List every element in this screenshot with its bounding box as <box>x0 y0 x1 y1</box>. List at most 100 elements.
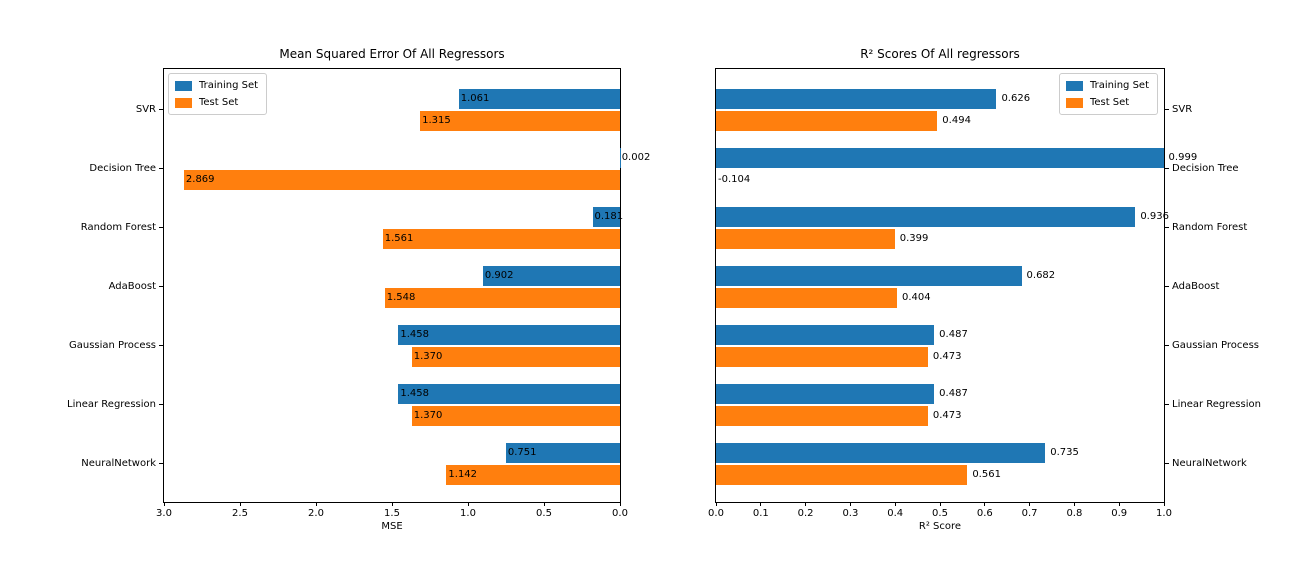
bar-linear-regression-training-set <box>398 384 620 404</box>
y-tick <box>159 109 163 111</box>
bar-linear-regression-test-set <box>411 405 620 426</box>
x-tick <box>163 502 165 506</box>
y-tick-label-svr: SVR <box>135 103 156 115</box>
x-tick <box>1073 502 1075 506</box>
bar-random-forest-training-set <box>592 207 620 227</box>
value-label-random-forest-training-set: 0.181 <box>594 211 624 222</box>
y-tick <box>1165 345 1169 347</box>
value-label-linear-regression-training-set: 1.458 <box>400 388 430 399</box>
bar-svr-test-set <box>716 110 938 131</box>
x-tick-label: 0.5 <box>932 508 948 519</box>
x-tick <box>239 502 241 506</box>
legend-swatch-training-set <box>175 80 192 91</box>
bar-gaussian-process-test-set <box>411 346 620 367</box>
y-tick <box>1165 463 1169 465</box>
value-label-svr-test-set: 1.315 <box>422 114 451 126</box>
y-tick-label-linear-regression: Linear Regression <box>1172 398 1261 410</box>
x-tick-label: 0.0 <box>612 508 628 519</box>
value-label-gaussian-process-test-set: 0.473 <box>932 350 962 362</box>
y-tick-label-adaboost: AdaBoost <box>1172 280 1220 292</box>
value-label-linear-regression-test-set: 0.473 <box>932 409 962 421</box>
x-tick <box>849 502 851 506</box>
x-tick <box>543 502 545 506</box>
value-label-svr-training-set: 0.626 <box>1001 93 1031 104</box>
x-tick <box>939 502 941 506</box>
bar-svr-test-set <box>420 110 620 131</box>
value-label-svr-training-set: 1.061 <box>460 93 490 104</box>
bar-gaussian-process-test-set <box>716 346 928 367</box>
x-tick <box>760 502 762 506</box>
x-tick-label: 1.0 <box>460 508 476 519</box>
legend-swatch-training-set <box>1065 80 1083 91</box>
chart-title: Mean Squared Error Of All Regressors <box>279 47 505 61</box>
legend-label: Training Set <box>199 80 259 91</box>
legend: Training Set Test Set <box>1058 73 1158 115</box>
x-tick-label: 0.3 <box>842 508 859 519</box>
y-tick <box>159 345 163 347</box>
value-label-adaboost-training-set: 0.682 <box>1026 270 1056 281</box>
x-tick-label: 0.9 <box>1111 508 1128 519</box>
y-tick <box>1165 404 1169 406</box>
bar-svr-training-set <box>716 89 997 109</box>
x-tick <box>391 502 393 506</box>
x-tick <box>619 502 621 506</box>
bar-linear-regression-test-set <box>716 405 928 426</box>
bar-adaboost-test-set <box>384 287 620 308</box>
mse-plot-area: Mean Squared Error Of All Regressors 1.0… <box>67 47 650 532</box>
bar-svr-training-set <box>458 89 620 109</box>
value-label-gaussian-process-training-set: 0.487 <box>939 329 968 340</box>
legend-swatch-test-set <box>1065 97 1083 108</box>
y-tick-label-decision-tree: Decision Tree <box>1172 162 1239 174</box>
x-tick <box>805 502 807 506</box>
y-tick-label-svr: SVR <box>1172 103 1193 115</box>
value-label-adaboost-test-set: 0.404 <box>901 291 931 303</box>
value-label-random-forest-test-set: 0.399 <box>899 232 929 244</box>
y-tick-label-random-forest: Random Forest <box>80 221 156 233</box>
x-tick-label: 0.2 <box>797 508 814 519</box>
legend-label: Training Set <box>1089 80 1149 91</box>
y-tick <box>1165 168 1169 170</box>
value-label-random-forest-test-set: 1.561 <box>384 232 414 244</box>
bar-gaussian-process-training-set <box>398 325 620 345</box>
bar-gaussian-process-training-set <box>716 325 935 345</box>
y-tick <box>159 463 163 465</box>
value-label-svr-test-set: 0.494 <box>942 114 971 126</box>
legend-entry-test-set: Test Set <box>1065 96 1149 109</box>
legend-label: Test Set <box>199 97 239 108</box>
chart-title: R² Scores Of All regressors <box>860 47 1020 61</box>
y-tick <box>1165 286 1169 288</box>
x-tick <box>1163 502 1165 506</box>
x-tick-label: 0.1 <box>752 508 769 519</box>
x-tick-label: 3.0 <box>156 508 172 519</box>
x-axis-label: MSE <box>381 521 403 532</box>
x-tick <box>1029 502 1031 506</box>
x-tick-label: 2.5 <box>232 508 248 519</box>
x-tick <box>1118 502 1120 506</box>
x-tick-label: 1.0 <box>1156 508 1172 519</box>
value-label-neuralnetwork-test-set: 0.561 <box>972 468 1001 480</box>
y-tick-label-neuralnetwork: NeuralNetwork <box>81 457 156 469</box>
value-label-gaussian-process-test-set: 1.370 <box>413 350 443 362</box>
y-tick-label-decision-tree: Decision Tree <box>89 162 156 174</box>
value-label-neuralnetwork-training-set: 0.735 <box>1050 447 1079 458</box>
bar-linear-regression-training-set <box>716 384 935 404</box>
x-tick <box>715 502 717 506</box>
y-tick-label-adaboost: AdaBoost <box>108 280 156 292</box>
bar-adaboost-test-set <box>716 287 897 308</box>
x-tick-label: 0.6 <box>976 508 993 519</box>
bar-adaboost-training-set <box>716 266 1022 286</box>
y-tick-label-neuralnetwork: NeuralNetwork <box>1172 457 1247 469</box>
x-tick-label: 0.7 <box>1021 508 1038 519</box>
bar-neuralnetwork-test-set <box>716 464 968 485</box>
x-tick <box>467 502 469 506</box>
y-tick <box>159 404 163 406</box>
y-tick <box>1165 109 1169 111</box>
value-label-adaboost-training-set: 0.902 <box>484 270 514 281</box>
bar-neuralnetwork-training-set <box>505 443 620 463</box>
y-tick <box>159 168 163 170</box>
value-label-decision-tree-test-set: -0.104 <box>718 173 751 185</box>
value-label-adaboost-test-set: 1.548 <box>386 291 416 303</box>
value-label-decision-tree-training-set: 0.002 <box>621 152 651 163</box>
legend-entry-training-set: Training Set <box>1065 79 1149 92</box>
